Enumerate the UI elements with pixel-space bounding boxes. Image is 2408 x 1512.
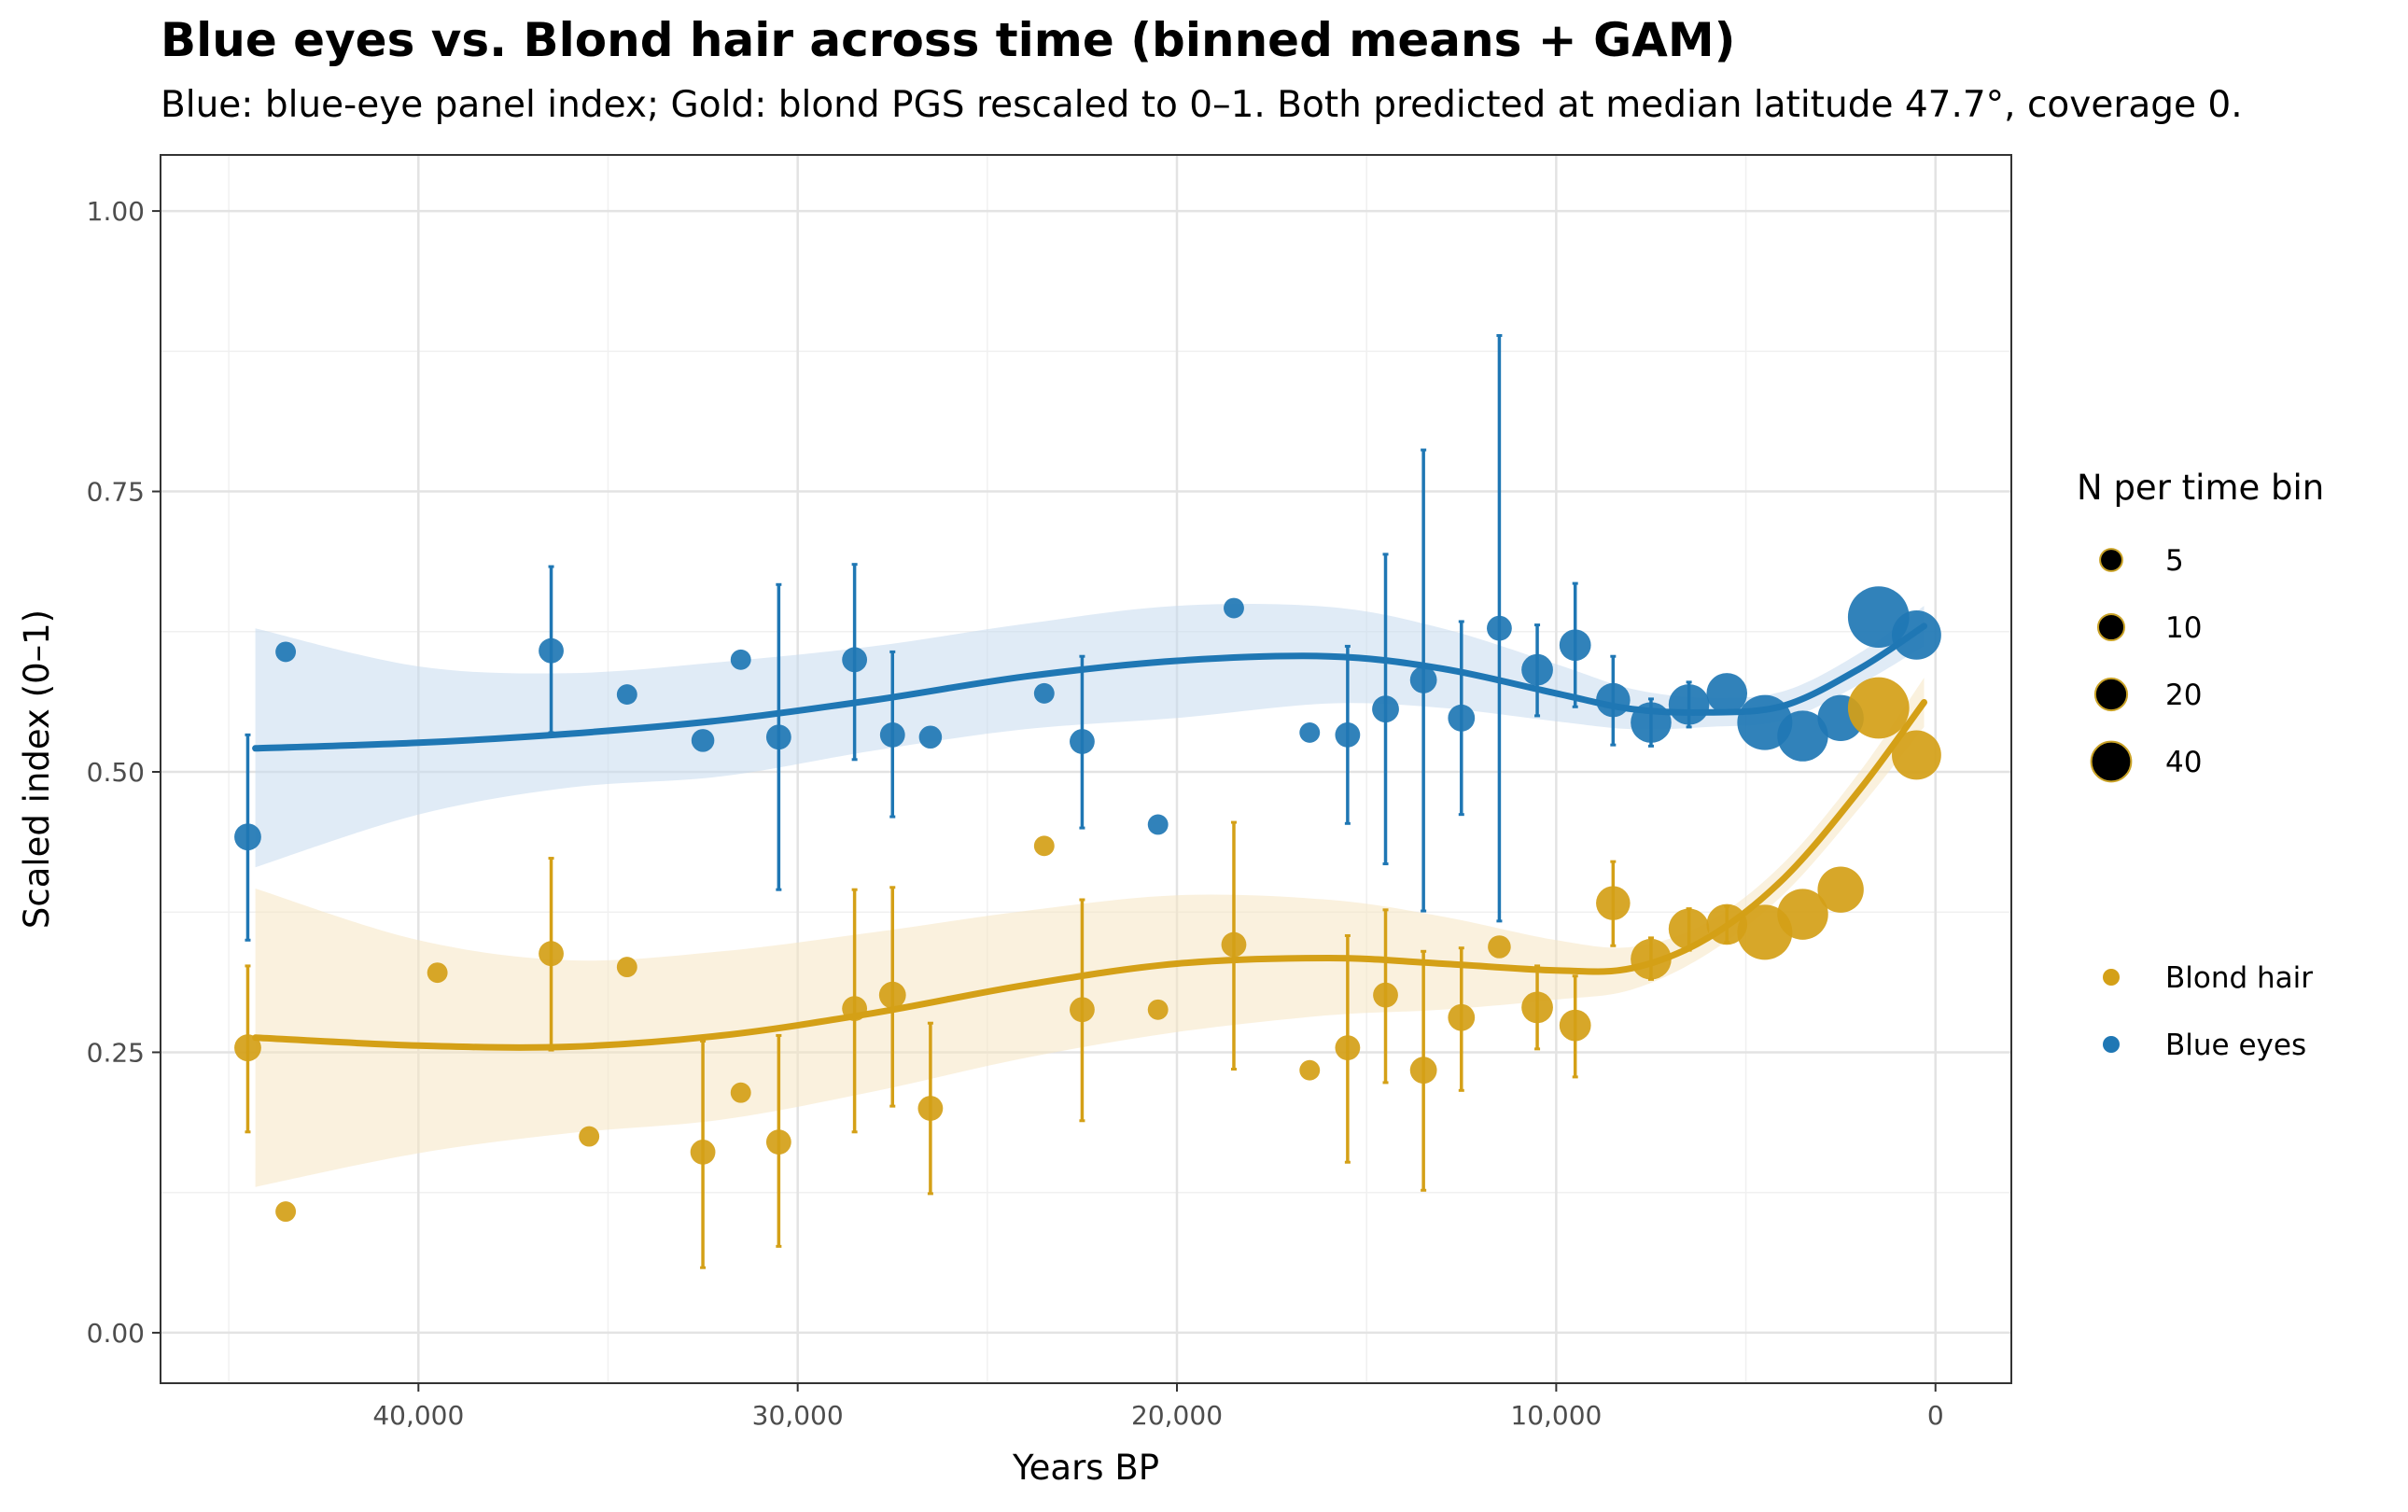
blue-eyes-point (765, 724, 791, 750)
blond-hair-point (1817, 866, 1864, 913)
size-legend-label: 5 (2165, 544, 2184, 578)
blue-eyes-point (1372, 695, 1399, 723)
blond-hair-point (616, 957, 637, 978)
x-tick-label: 0 (1927, 1400, 1944, 1431)
blue-eyes-point (1487, 615, 1512, 641)
blond-hair-point (539, 941, 564, 967)
blue-eyes-point (1147, 814, 1169, 835)
blond-hair-point (1777, 889, 1828, 940)
blond-hair-point (579, 1126, 600, 1147)
chart-subtitle: Blue: blue-eye panel index; Gold: blond … (161, 84, 2243, 126)
blond-hair-point (1299, 1059, 1321, 1081)
chart-title: Blue eyes vs. Blond hair across time (bi… (161, 13, 1736, 67)
blond-hair-point (1373, 982, 1398, 1008)
blond-hair-point (1448, 1003, 1476, 1031)
blue-eyes-point (234, 823, 261, 851)
blond-hair-point (1706, 903, 1748, 945)
x-axis-title: Years BP (1012, 1448, 1159, 1488)
size-legend-label: 40 (2165, 746, 2202, 779)
blond-hair-point (1668, 908, 1710, 950)
color-legend-label: Blond hair (2165, 961, 2313, 995)
blond-hair-point (1521, 991, 1553, 1024)
blond-hair-ci-band (255, 678, 1925, 1187)
x-tick-label: 10,000 (1510, 1400, 1602, 1431)
blond-hair-point (427, 962, 448, 984)
blond-hair-point (1631, 938, 1672, 980)
blond-hair-point (1891, 730, 1941, 780)
size-legend-title: N per time bin (2077, 468, 2324, 508)
y-tick-label: 0.00 (87, 1318, 145, 1349)
y-tick-label: 0.25 (87, 1037, 145, 1068)
blue-eyes-point (691, 729, 715, 752)
blond-hair-gam-line (252, 699, 1927, 1051)
size-legend-key (2099, 548, 2123, 572)
blond-hair-point (917, 1096, 944, 1121)
blond-hair-point (1488, 935, 1511, 959)
blue-eyes-point (879, 721, 905, 748)
blond-hair-point (690, 1140, 716, 1165)
blond-hair-point (765, 1129, 791, 1155)
blue-eyes-point (1033, 682, 1055, 704)
color-legend-key (2103, 1036, 2120, 1053)
blue-eyes-point (1706, 673, 1748, 714)
blue-eyes-point (1409, 666, 1437, 693)
y-axis-title: Scaled index (0–1) (17, 609, 57, 929)
blue-eyes-point (1668, 684, 1710, 725)
blue-eyes-point (616, 684, 637, 706)
blue-eyes-point (842, 647, 868, 673)
blond-hair-point (1847, 677, 1910, 739)
data-points (234, 586, 1941, 1223)
blue-eyes-point (730, 649, 751, 670)
blue-eyes-ci-band (255, 604, 1925, 868)
color-legend-label: Blue eyes (2165, 1029, 2306, 1062)
size-legend-key (2093, 677, 2129, 712)
blue-eyes-point (1631, 702, 1672, 743)
blond-hair-point (1559, 1009, 1591, 1042)
blue-eyes-point (1596, 682, 1631, 718)
y-tick-label: 0.75 (87, 477, 145, 508)
blue-eyes-point (1559, 629, 1591, 662)
x-tick-label: 30,000 (752, 1400, 844, 1431)
color-legend-key (2103, 969, 2120, 986)
blond-hair-point (1596, 886, 1631, 920)
blue-eyes-point (918, 725, 943, 749)
blue-eyes-point (1070, 729, 1095, 754)
blond-hair-point (1147, 999, 1169, 1020)
plot-panel-border (160, 154, 2012, 1384)
blue-eyes-point (1224, 597, 1244, 619)
blue-eyes-point (1521, 653, 1553, 686)
blond-hair-point (1409, 1057, 1437, 1085)
size-legend-key (2096, 612, 2126, 642)
blue-eyes-point (1335, 721, 1361, 748)
size-legend-label: 20 (2165, 679, 2202, 712)
blond-hair-point (842, 996, 868, 1021)
blond-hair-point (730, 1082, 751, 1103)
blue-eyes-point (1891, 609, 1941, 660)
blue-eyes-point (275, 641, 297, 663)
blond-hair-point (275, 1201, 297, 1223)
blond-hair-point (1335, 1035, 1361, 1061)
blond-hair-point (1221, 931, 1247, 958)
blond-hair-point (1033, 835, 1055, 857)
legend: N per time bin 5 10 20 40 Blond hair Blue eyes (2077, 468, 2324, 1062)
x-tick-label: 40,000 (372, 1400, 464, 1431)
size-legend-label: 10 (2165, 611, 2202, 645)
y-tick-label: 1.00 (87, 196, 145, 227)
y-tick-label: 0.50 (87, 757, 145, 788)
blond-hair-point (234, 1034, 261, 1062)
blue-eyes-point (1448, 704, 1476, 732)
size-legend-key (2090, 740, 2133, 783)
blue-eyes-point (1299, 722, 1321, 743)
blond-hair-point (1070, 997, 1095, 1023)
blue-eyes-point (1777, 710, 1828, 762)
x-tick-label: 20,000 (1131, 1400, 1223, 1431)
ci-bands (255, 604, 1925, 1187)
blond-hair-point (878, 981, 906, 1009)
blue-eyes-point (539, 637, 564, 664)
axes: 40,000 30,000 20,000 10,000 0 0.00 0.25 0.50 0.7… (87, 196, 1944, 1431)
